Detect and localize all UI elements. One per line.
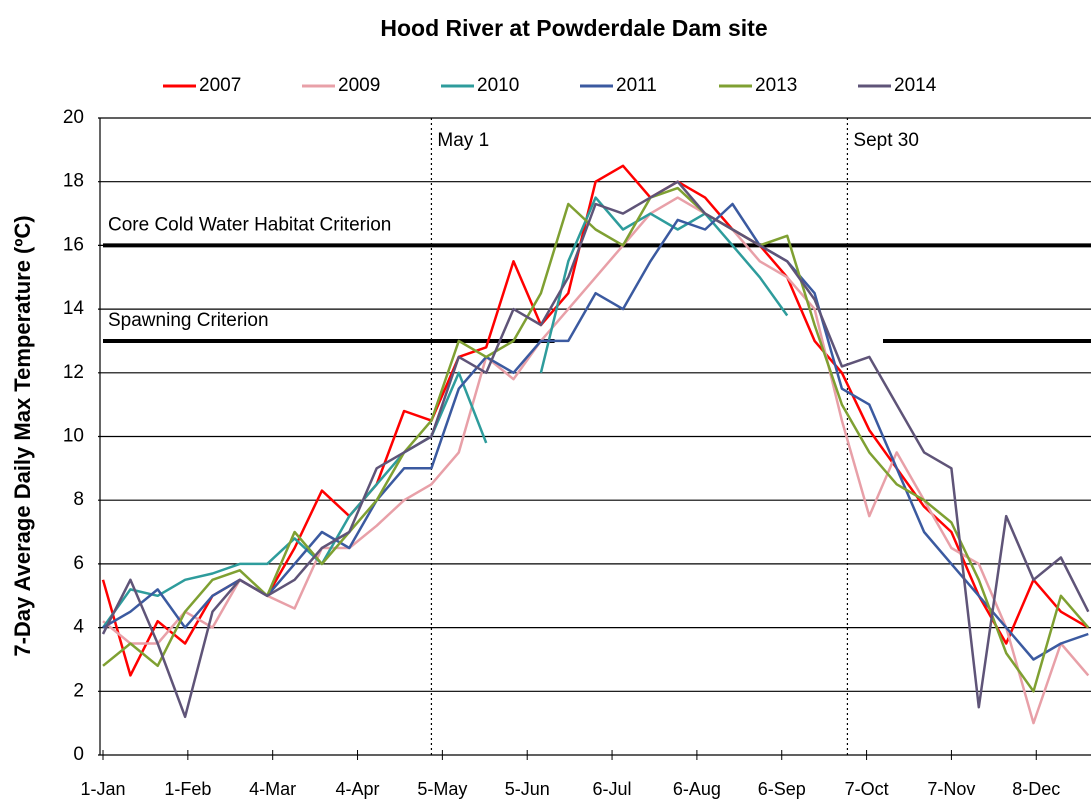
y-tick-label: 0 [73,744,84,765]
series-line [101,164,1089,677]
y-tick-label: 18 [63,171,84,192]
series-line [101,180,1090,719]
reference-label: Sept 30 [853,130,919,151]
x-tick-label: 7-Oct [845,779,889,799]
legend-label: 2014 [894,75,937,96]
x-tick-label: 5-Jun [505,779,550,799]
legend-label: 2007 [199,75,241,96]
legend-label: 2013 [755,75,797,96]
y-tick-label: 20 [63,107,84,128]
y-tick-label: 12 [63,362,84,383]
x-tick-label: 8-Dec [1012,779,1060,799]
legend-label: 2010 [477,75,519,96]
series-line [102,196,1090,725]
chart-title: Hood River at Powderdale Dam site [380,15,767,41]
y-tick-label: 6 [73,553,84,574]
x-tick-label: 4-Apr [336,779,380,799]
x-tick-label: 6-Sep [758,779,806,799]
x-tick-label: 4-Mar [249,779,296,799]
y-tick-label: 2 [73,680,84,701]
y-tick-label: 4 [73,617,84,638]
x-tick-label: 1-Jan [80,779,125,799]
series-line [101,196,789,629]
reference-label: May 1 [437,130,489,151]
y-tick-label: 14 [63,298,85,319]
legend-label: 2011 [616,75,657,96]
series-line [102,186,1090,693]
x-tick-label: 6-Jul [593,779,632,799]
x-tick-label: 7-Nov [927,779,975,799]
y-tick-label: 10 [63,426,84,447]
x-tick-label: 5-May [417,779,467,799]
reference-label: Spawning Criterion [108,310,269,331]
y-tick-label: 8 [73,489,84,510]
series-line [102,202,1089,661]
y-axis-label: 7-Day Average Daily Max Temperature (ºC) [10,215,35,656]
y-tick-label: 16 [63,234,84,255]
x-tick-label: 6-Aug [673,779,721,799]
legend-label: 2009 [338,75,380,96]
reference-label: Core Cold Water Habitat Criterion [108,214,391,235]
x-tick-label: 1-Feb [164,779,211,799]
